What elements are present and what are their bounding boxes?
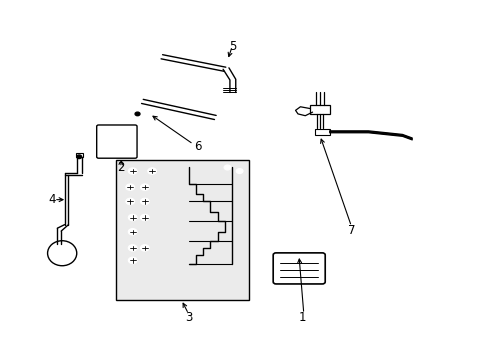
Circle shape — [140, 245, 149, 251]
Circle shape — [77, 155, 81, 158]
Circle shape — [410, 127, 417, 132]
Circle shape — [102, 131, 109, 136]
Circle shape — [125, 184, 134, 190]
Circle shape — [128, 214, 137, 221]
Circle shape — [125, 198, 134, 204]
Circle shape — [124, 131, 131, 136]
Circle shape — [140, 214, 149, 221]
Text: 3: 3 — [184, 311, 192, 324]
FancyBboxPatch shape — [97, 125, 137, 158]
Circle shape — [102, 149, 109, 154]
Circle shape — [224, 165, 230, 170]
Circle shape — [126, 106, 148, 122]
Ellipse shape — [47, 241, 77, 266]
Text: 4: 4 — [49, 193, 56, 206]
Circle shape — [124, 140, 131, 145]
Text: 5: 5 — [228, 40, 236, 53]
Circle shape — [128, 168, 137, 174]
Circle shape — [128, 257, 137, 264]
Circle shape — [114, 149, 120, 154]
FancyBboxPatch shape — [273, 253, 325, 284]
Text: 2: 2 — [117, 161, 124, 174]
Circle shape — [128, 245, 137, 251]
Circle shape — [140, 198, 149, 204]
Circle shape — [147, 168, 156, 174]
Circle shape — [410, 140, 417, 145]
Circle shape — [410, 131, 417, 136]
Circle shape — [140, 184, 149, 190]
Circle shape — [236, 168, 243, 174]
Circle shape — [102, 140, 109, 145]
Circle shape — [128, 229, 137, 235]
Circle shape — [158, 54, 165, 60]
Circle shape — [410, 135, 417, 140]
Circle shape — [114, 140, 120, 145]
Circle shape — [114, 131, 120, 136]
Text: 1: 1 — [299, 311, 306, 324]
Circle shape — [124, 149, 131, 154]
Circle shape — [211, 114, 219, 120]
Circle shape — [221, 66, 228, 72]
Polygon shape — [116, 160, 249, 300]
Text: 6: 6 — [194, 140, 202, 153]
Bar — [314, 129, 329, 135]
Bar — [309, 105, 329, 114]
Text: 7: 7 — [347, 224, 354, 237]
Circle shape — [135, 112, 140, 116]
Bar — [76, 153, 83, 157]
